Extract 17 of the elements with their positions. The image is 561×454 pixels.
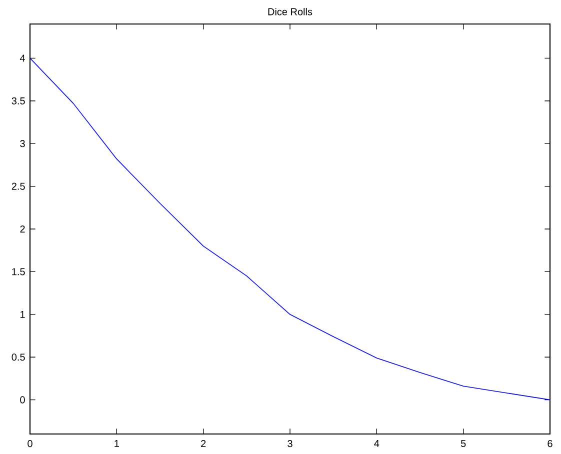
y-tick-label: 1.5 [12,268,25,276]
x-tick-label: 3 [288,440,292,448]
y-tick-label: 0.5 [12,354,25,361]
chart-title: Dice Rolls [268,8,312,16]
x-tick-label: 6 [548,440,552,448]
x-tick-label: 5 [460,440,466,448]
y-tick-label: 0 [20,396,25,404]
y-tick-label: 2 [20,226,25,232]
y-tick-label: 1 [20,310,25,318]
y-tick-label: 3.5 [12,97,25,104]
y-tick-label: 4 [20,54,25,62]
x-tick-label: 1 [114,440,119,447]
x-tick-label: 4 [374,440,380,447]
y-tick-label: 2.5 [12,182,25,190]
y-tick-label: 3 [20,140,25,148]
x-tick-label: 0 [28,440,32,448]
x-tick-label: 2 [201,440,206,448]
